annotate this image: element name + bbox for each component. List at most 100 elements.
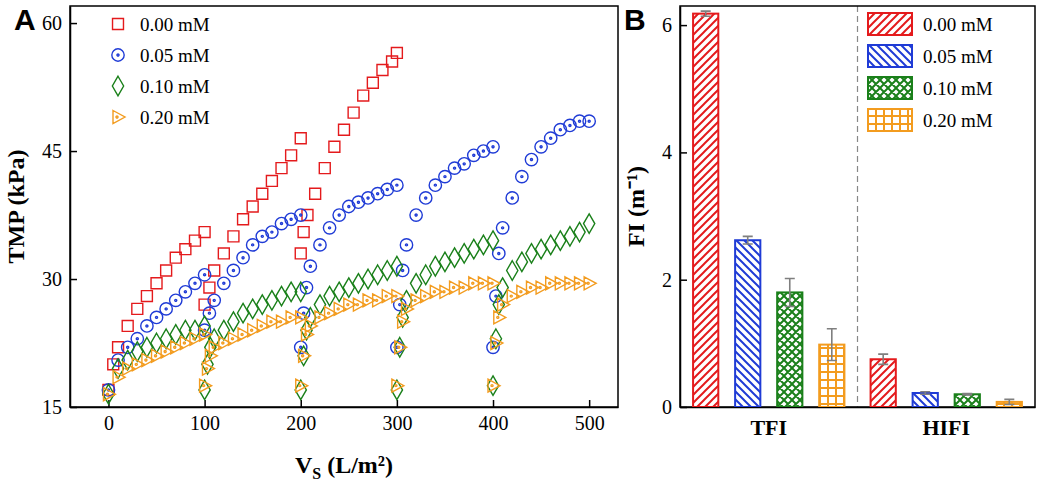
marker	[400, 239, 412, 251]
marker	[391, 256, 402, 276]
legend: 0.00 mM0.05 mM0.10 mM0.20 mM	[112, 14, 210, 128]
marker	[420, 192, 432, 204]
bar	[871, 359, 896, 407]
legend-label: 0.00 mM	[140, 14, 210, 35]
marker	[257, 188, 268, 199]
marker	[584, 277, 596, 290]
y-axis-title: TMP (kPa)	[3, 150, 29, 264]
marker	[204, 282, 215, 293]
error-bar	[701, 11, 711, 16]
marker	[247, 299, 258, 319]
marker	[574, 222, 585, 242]
marker	[141, 291, 152, 302]
legend-label: 0.20 mM	[923, 110, 993, 131]
marker	[555, 231, 566, 251]
marker	[132, 303, 143, 314]
marker	[302, 328, 314, 341]
marker	[202, 362, 214, 375]
marker	[398, 315, 410, 328]
marker	[487, 231, 498, 251]
marker	[238, 214, 249, 225]
y-axis: 15304560	[42, 7, 77, 418]
series	[819, 329, 1022, 407]
series	[735, 236, 938, 407]
tick: 100	[190, 400, 220, 434]
legend-marker	[112, 76, 123, 96]
marker	[584, 214, 595, 234]
marker	[295, 248, 306, 259]
tick-label: 400	[479, 412, 509, 434]
marker	[353, 274, 364, 294]
marker	[348, 107, 359, 118]
marker	[310, 188, 321, 199]
plot-frame	[680, 6, 1035, 407]
marker	[198, 269, 210, 281]
marker	[329, 141, 340, 152]
marker	[420, 265, 431, 285]
marker	[487, 141, 499, 153]
marker	[228, 231, 239, 242]
marker	[227, 264, 239, 276]
marker	[507, 261, 518, 281]
marker	[392, 379, 404, 392]
marker	[103, 388, 115, 401]
marker	[491, 337, 503, 350]
tick-mark	[680, 279, 687, 281]
error-bar	[878, 354, 888, 364]
legend-label: 0.05 mM	[923, 46, 993, 67]
series	[777, 278, 980, 407]
marker	[358, 90, 369, 101]
marker	[430, 256, 441, 276]
marker	[526, 244, 537, 264]
marker	[200, 328, 212, 341]
marker	[488, 379, 500, 392]
tick-label: 2	[662, 269, 672, 291]
x-axis-title-part: V	[295, 452, 313, 478]
bar	[693, 14, 718, 407]
tick-label: 30	[42, 268, 62, 290]
marker	[295, 133, 306, 144]
marker	[247, 201, 258, 212]
plot-frame	[70, 6, 618, 407]
marker	[382, 261, 393, 281]
marker	[395, 341, 407, 354]
series	[103, 47, 402, 395]
marker	[205, 349, 217, 362]
error-bar	[827, 329, 837, 361]
panel-title: A	[14, 3, 36, 36]
marker	[494, 311, 506, 324]
legend-label: 0.20 mM	[140, 107, 210, 128]
legend-swatch	[868, 77, 912, 99]
marker	[295, 209, 307, 221]
error-bar	[785, 278, 795, 306]
marker	[266, 175, 277, 186]
marker	[343, 278, 354, 298]
legend-label: 0.10 mM	[140, 76, 210, 97]
plot-area	[693, 11, 1022, 407]
tick: 60	[42, 12, 77, 34]
plot-area	[102, 47, 596, 404]
legend-label: 0.10 mM	[923, 78, 993, 99]
tick-label: 100	[190, 412, 220, 434]
bar	[913, 393, 938, 407]
x-axis-title: VS (L/m²)	[295, 452, 393, 482]
marker	[545, 235, 556, 255]
tick: 200	[286, 400, 316, 434]
marker	[506, 192, 518, 204]
tick: 45	[42, 140, 77, 162]
error-bar	[920, 392, 930, 395]
marker	[372, 265, 383, 285]
marker	[391, 47, 402, 58]
legend-swatch	[868, 45, 912, 67]
x-axis: TFIHIFI	[681, 408, 1036, 440]
marker	[439, 252, 450, 272]
tick: 400	[479, 400, 509, 434]
legend-swatch	[868, 109, 912, 131]
marker	[516, 170, 528, 182]
legend-label: 0.00 mM	[923, 14, 993, 35]
marker	[237, 252, 249, 264]
marker	[276, 163, 287, 174]
tick-label: 0	[104, 412, 114, 434]
tick-label: 60	[42, 12, 62, 34]
marker	[151, 278, 162, 289]
